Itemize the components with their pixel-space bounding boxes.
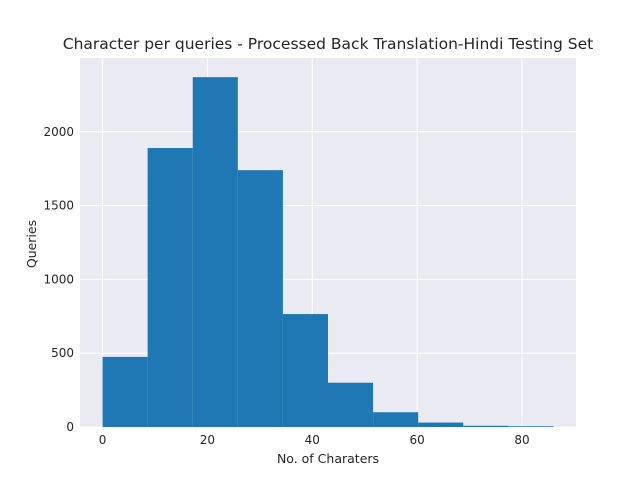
x-tick-label: 60 — [409, 433, 424, 447]
x-tick-label: 0 — [99, 433, 107, 447]
histogram-bars — [102, 77, 554, 428]
chart-title: Character per queries - Processed Back T… — [63, 35, 594, 53]
y-axis-label: Queries — [24, 220, 39, 268]
y-tick-label: 500 — [51, 346, 74, 360]
x-axis-label: No. of Charaters — [277, 451, 379, 466]
histogram-bar — [237, 170, 283, 427]
histogram-bar — [328, 382, 374, 427]
histogram-bar — [192, 77, 238, 428]
y-tick-label: 1000 — [43, 272, 74, 286]
histogram-bar — [418, 422, 464, 427]
histogram-bar — [102, 356, 148, 427]
y-tick-label: 1500 — [43, 199, 74, 213]
x-tick-label: 40 — [305, 433, 320, 447]
x-tick-label: 20 — [200, 433, 215, 447]
y-tick-label: 0 — [66, 420, 74, 434]
x-tick-label: 80 — [514, 433, 529, 447]
y-tick-labels: 0 500 1000 1500 2000 — [43, 125, 74, 434]
histogram-bar — [282, 314, 328, 427]
x-tick-labels: 0 20 40 60 80 — [99, 433, 530, 447]
histogram-bar — [147, 148, 193, 427]
histogram-bar — [463, 425, 509, 427]
histogram-bar — [508, 426, 554, 427]
y-tick-label: 2000 — [43, 125, 74, 139]
histogram-bar — [373, 412, 419, 427]
